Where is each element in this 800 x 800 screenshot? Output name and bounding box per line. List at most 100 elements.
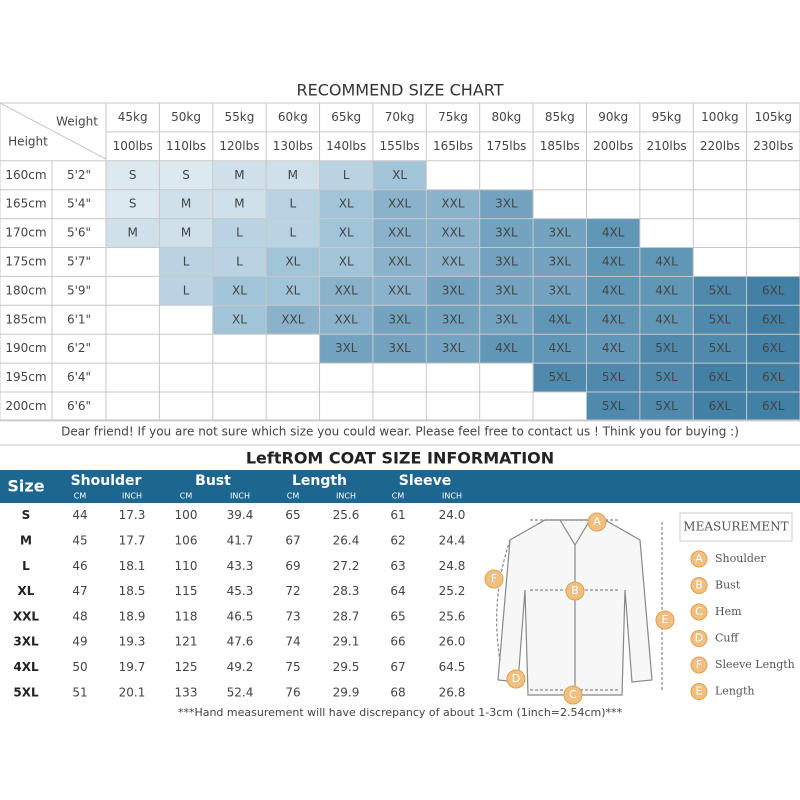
size-cell-bg xyxy=(212,247,267,277)
measure-cell: 43.3 xyxy=(227,559,254,573)
measurement-box xyxy=(679,512,793,542)
measure-cell: 19.7 xyxy=(119,660,146,674)
size-cell-bg xyxy=(426,218,480,248)
size-cell: 3XL xyxy=(495,254,518,268)
weight-kg: 90kg xyxy=(598,110,628,124)
weight-lbs: 110lbs xyxy=(166,139,206,153)
height-cm: 200cm xyxy=(5,399,46,413)
measure-cell: 68 xyxy=(390,685,405,699)
measure-cell: 64.5 xyxy=(439,660,466,674)
legend-label: Shoulder xyxy=(715,552,766,565)
measure-cell: 26.0 xyxy=(439,635,466,649)
measure-cell: 50 xyxy=(72,660,87,674)
size-cell: XXL xyxy=(388,283,411,297)
measure-cell: 29.5 xyxy=(333,660,360,674)
measure-cell: 25.6 xyxy=(333,508,360,522)
height-ft: 5'9" xyxy=(67,283,91,297)
weight-kg: 100kg xyxy=(701,110,738,124)
size-cell: XXL xyxy=(335,283,358,297)
size-cell-bg xyxy=(639,334,694,364)
size-cell-bg xyxy=(533,334,587,364)
diagram-circle xyxy=(484,569,504,589)
weight-lbs: 175lbs xyxy=(486,139,526,153)
size-cell: XXL xyxy=(281,312,304,326)
size-cell: 5XL xyxy=(602,370,625,384)
group-header: Length xyxy=(292,473,347,489)
weight-lbs: 130lbs xyxy=(273,139,313,153)
measure-cell: 133 xyxy=(175,685,198,699)
size-cell-bg xyxy=(479,276,534,306)
size-cell: 3XL xyxy=(548,254,571,268)
size-cell: 3XL xyxy=(548,226,571,240)
height-cm: 185cm xyxy=(5,312,46,326)
measure-cell: 46 xyxy=(72,559,87,573)
measure-cell: 65 xyxy=(390,609,405,623)
measure-cell: 45 xyxy=(72,533,87,547)
size-cell: 6XL xyxy=(762,341,785,355)
measure-cell: 18.1 xyxy=(119,559,146,573)
measure-cell: 73 xyxy=(285,609,300,623)
size-cell: 6XL xyxy=(762,370,785,384)
size-cell: M xyxy=(181,197,191,211)
size-cell-bg xyxy=(159,189,213,219)
legend-label: Sleeve Length xyxy=(715,658,795,671)
size-cell-bg xyxy=(426,189,480,219)
measure-cell: 63 xyxy=(390,559,405,573)
size-cell-bg xyxy=(533,218,587,248)
size-cell-bg xyxy=(639,247,694,277)
legend-label: Bust xyxy=(715,579,741,592)
unit-header: CM xyxy=(74,492,87,501)
size-cell-bg xyxy=(319,189,373,219)
legend-label: Length xyxy=(715,685,754,698)
weight-kg: 60kg xyxy=(278,110,308,124)
measure-cell: 28.7 xyxy=(333,609,360,623)
size-cell-bg xyxy=(159,247,213,277)
size-name: M xyxy=(20,533,32,547)
height-cm: 165cm xyxy=(5,197,46,211)
size-cell: XXL xyxy=(441,197,464,211)
measure-cell: 17.7 xyxy=(119,533,146,547)
weight-kg: 45kg xyxy=(118,110,148,124)
weight-lbs: 185lbs xyxy=(540,139,580,153)
weight-kg: 75kg xyxy=(438,110,468,124)
size-cell: 3XL xyxy=(442,312,465,326)
size-cell: XXL xyxy=(388,226,411,240)
size-cell-bg xyxy=(319,218,373,248)
height-cm: 195cm xyxy=(5,370,46,384)
size-cell: L xyxy=(236,254,243,268)
size-name: L xyxy=(22,559,30,573)
measure-cell: 121 xyxy=(175,635,198,649)
size-cell-bg xyxy=(586,363,640,392)
diagram-circle xyxy=(587,512,607,532)
size-cell: XL xyxy=(339,226,354,240)
size-cell: L xyxy=(290,226,297,240)
measure-cell: 75 xyxy=(285,660,300,674)
size-cell-bg xyxy=(106,189,160,219)
size-cell-bg xyxy=(319,334,373,364)
size-cell: XXL xyxy=(441,226,464,240)
size-cell-bg xyxy=(479,189,534,219)
size-cell-bg xyxy=(746,334,800,364)
diagram-letter: D xyxy=(512,672,520,685)
measure-cell: 18.9 xyxy=(119,609,146,623)
legend-circle xyxy=(690,683,708,700)
unit-header: CM xyxy=(287,492,300,501)
measure-cell: 44 xyxy=(72,508,87,522)
size-name: 4XL xyxy=(13,660,39,674)
note: Dear friend! If you are not sure which s… xyxy=(61,425,739,439)
measure-cell: 26.4 xyxy=(333,533,360,547)
weight-lbs: 100lbs xyxy=(113,139,153,153)
header-bar xyxy=(0,470,800,503)
measure-cell: 18.5 xyxy=(119,584,146,598)
size-cell: 3XL xyxy=(335,341,358,355)
size-cell: 5XL xyxy=(655,341,678,355)
measure-cell: 25.2 xyxy=(439,584,466,598)
size-cell: XL xyxy=(285,283,300,297)
size-cell: XXL xyxy=(388,197,411,211)
height-ft: 6'1" xyxy=(67,312,91,326)
measure-cell: 66 xyxy=(390,635,405,649)
size-cell: 6XL xyxy=(762,283,785,297)
measure-cell: 25.6 xyxy=(439,609,466,623)
size-cell-bg xyxy=(372,276,427,306)
size-cell-bg xyxy=(533,247,587,277)
